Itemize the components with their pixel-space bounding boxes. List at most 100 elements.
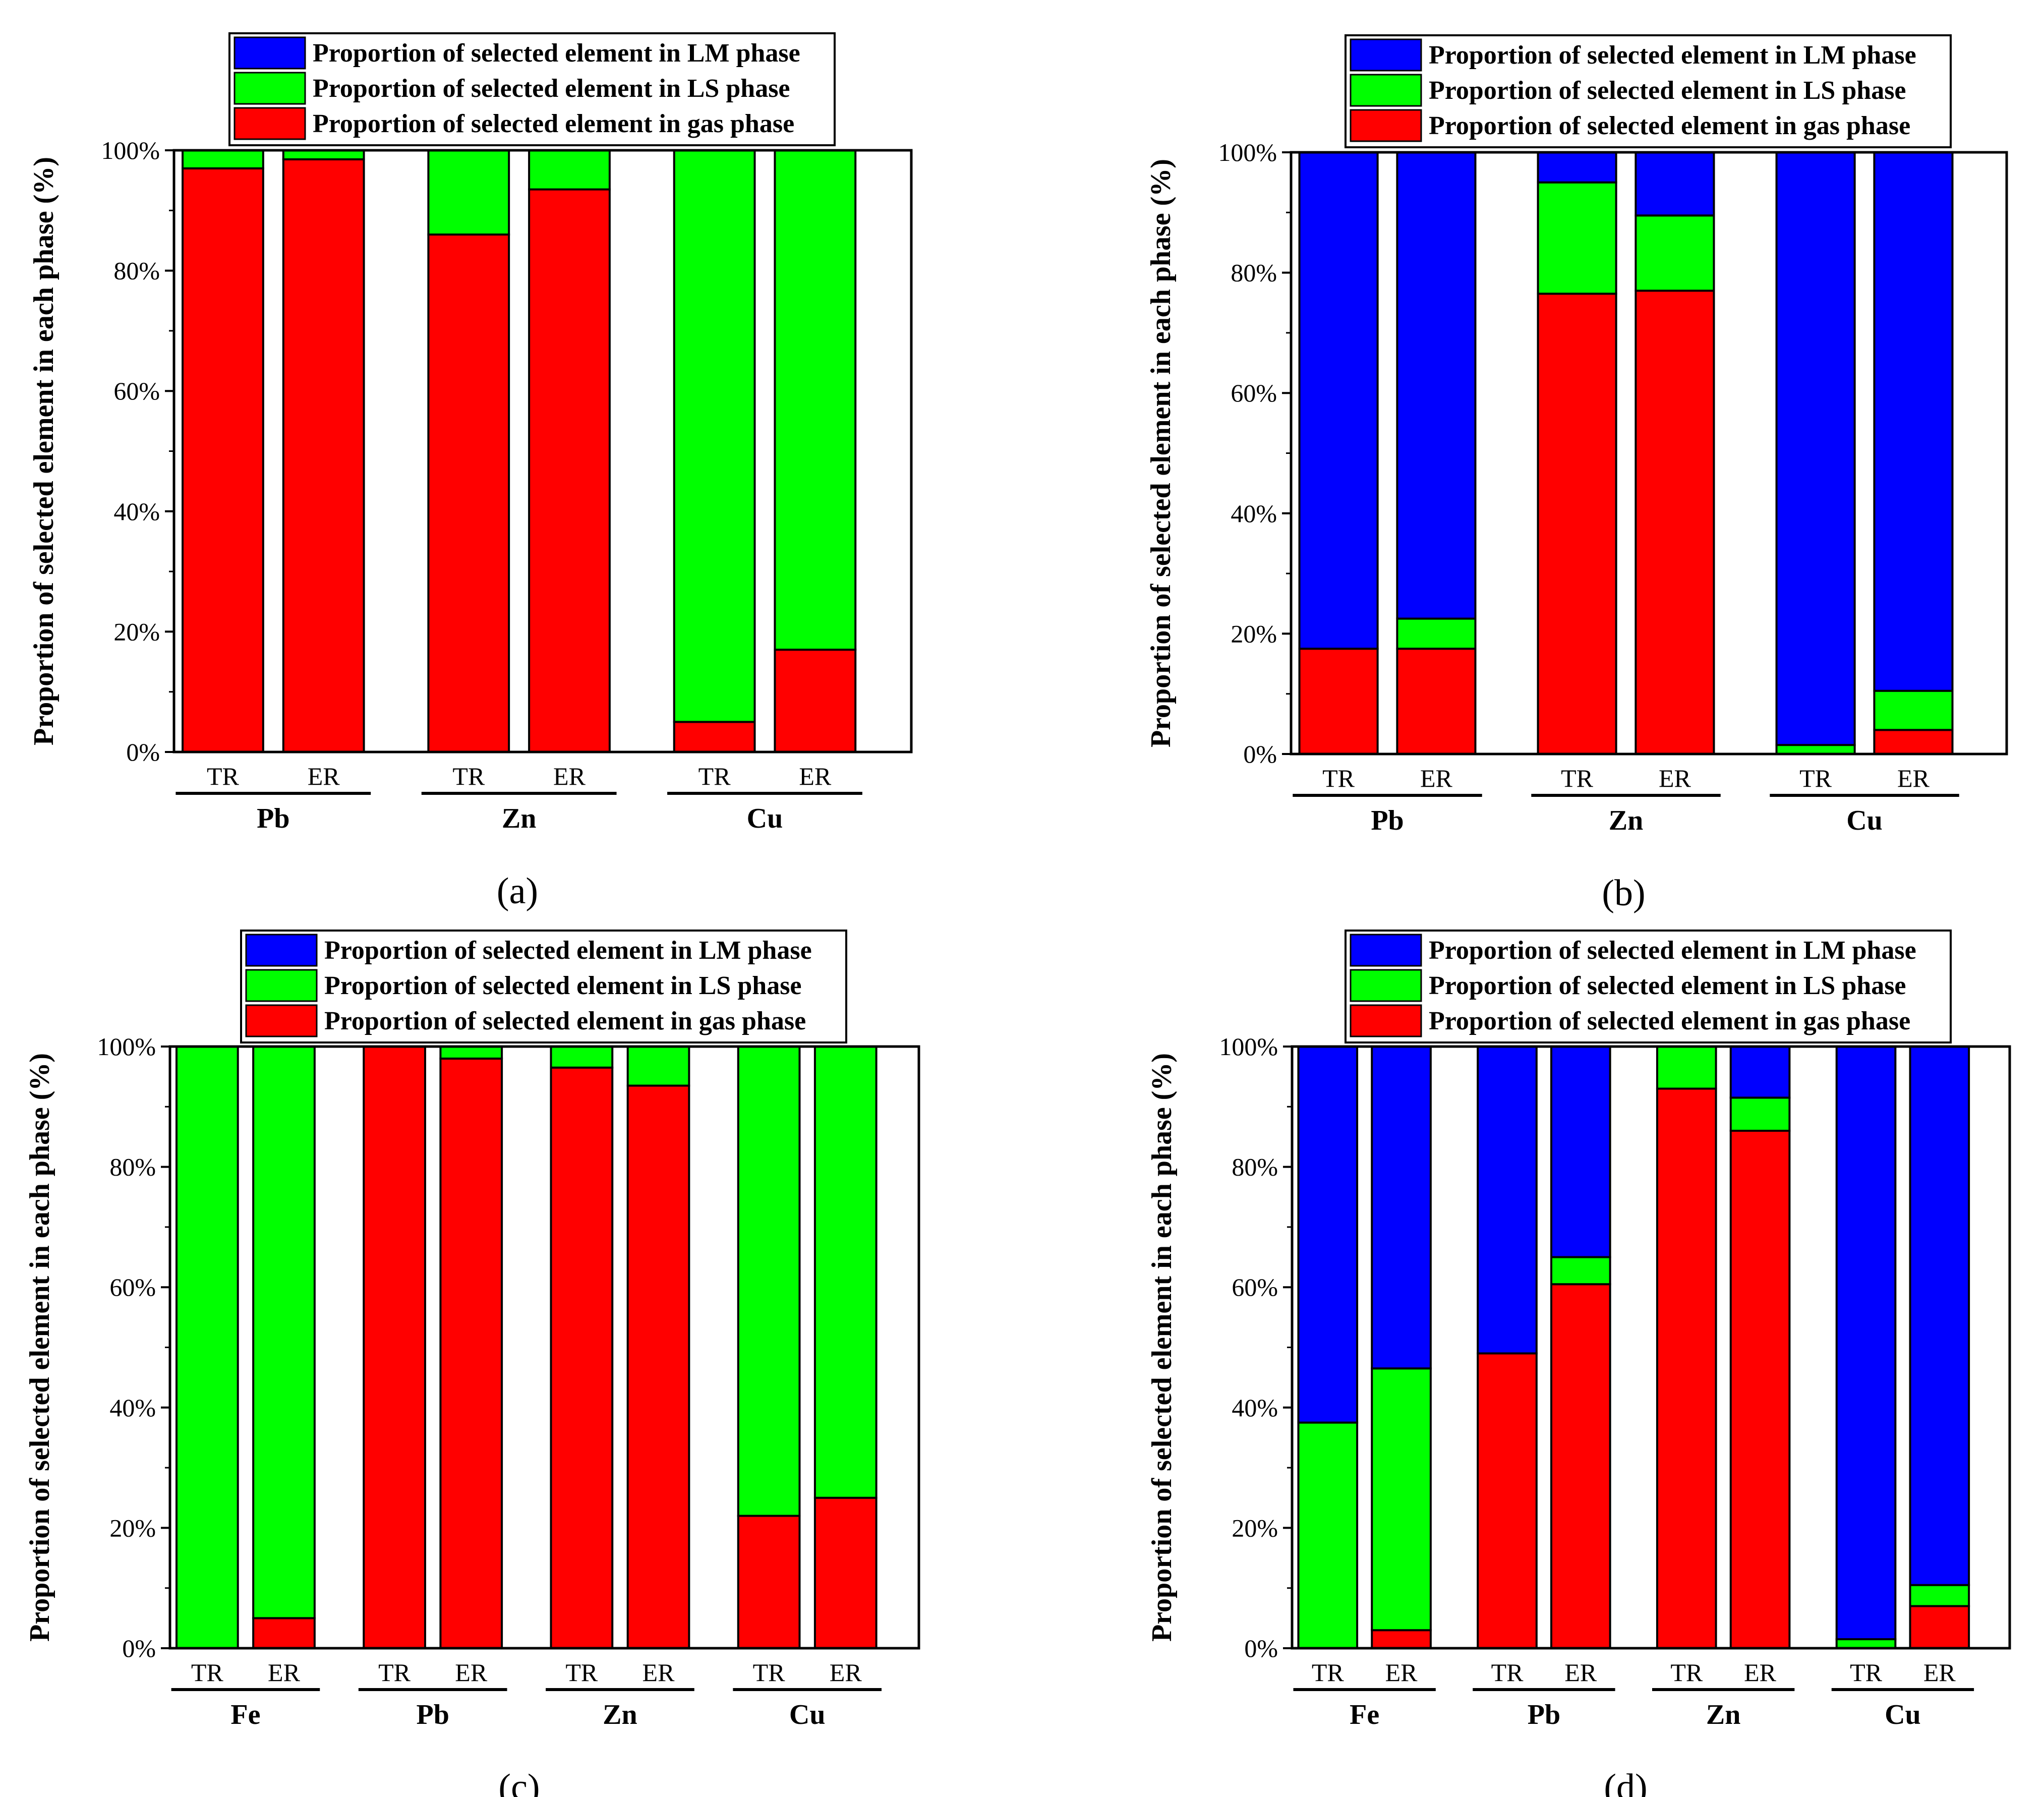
bar-label: ER — [830, 1658, 862, 1687]
bar-label: ER — [268, 1658, 301, 1687]
bar-label: TR — [207, 762, 240, 790]
group-label-cu: Cu — [1846, 805, 1883, 836]
y-axis-label: Proportion of selected element in each p… — [1146, 1053, 1178, 1642]
bar-cu-er-gas — [774, 649, 857, 753]
y-tick-label: 60% — [1231, 379, 1277, 407]
bar-pb-er-ls — [1396, 617, 1477, 650]
y-tick-label: 60% — [109, 1273, 156, 1301]
bar-cu-er-ls — [1909, 1584, 1970, 1607]
bar-zn-er-ls — [528, 149, 611, 191]
bar-fe-tr-lm — [1297, 1046, 1359, 1424]
y-tick-label: 100% — [97, 1032, 156, 1061]
bar-pb-er-ls — [282, 149, 365, 160]
legend-entry-gas: Proportion of selected element in gas ph… — [313, 109, 794, 138]
panel-caption: (b) — [1602, 873, 1645, 914]
bar-cu-tr-ls — [737, 1046, 801, 1517]
bar-label: ER — [1744, 1658, 1777, 1687]
bar-fe-er-gas — [1371, 1629, 1432, 1649]
bar-cu-er-ls — [774, 149, 857, 651]
bar-pb-er-lm — [1396, 151, 1477, 620]
chart-panel-b: TR ER Pb TR ER Zn TR ER Cu 0% 20% 40% 60% 80% 100% Prop… — [1145, 34, 2008, 914]
bar-cu-er-ls — [1873, 689, 1954, 731]
bar-pb-er-gas — [1396, 648, 1477, 755]
bar-fe-er-ls — [252, 1046, 316, 1619]
group-label-pb: Pb — [417, 1699, 449, 1730]
bar-zn-tr-gas — [427, 234, 510, 753]
bar-cu-tr-gas — [673, 721, 756, 753]
bar-label: ER — [1659, 764, 1691, 792]
y-tick-label: 20% — [109, 1514, 156, 1542]
chart-panel-a: TR ER Pb TR ER Zn TR ER Cu 0% 20% 40% 60% 80% 100% Prop… — [28, 32, 913, 912]
group-label-cu: Cu — [1885, 1699, 1921, 1730]
bar-zn-er-lm — [1729, 1046, 1791, 1099]
bar-label: TR — [378, 1658, 411, 1687]
bar-pb-er-ls — [439, 1046, 503, 1060]
group-label-zn: Zn — [1609, 805, 1644, 836]
y-tick-label: 80% — [109, 1153, 156, 1181]
bar-fe-tr-ls — [175, 1046, 239, 1649]
bar-label: TR — [1322, 764, 1355, 792]
bar-pb-tr-gas — [1477, 1352, 1538, 1649]
bar-pb-er-gas — [282, 158, 365, 753]
y-axis-label: Proportion of selected element in each p… — [24, 1053, 55, 1642]
legend-swatch-gas — [245, 1004, 318, 1037]
bar-zn-er-lm — [1634, 151, 1715, 217]
y-tick-label: 80% — [1232, 1153, 1278, 1181]
bar-pb-er-lm — [1550, 1046, 1611, 1258]
bar-label: ER — [1564, 1658, 1597, 1687]
y-tick-label: 0% — [122, 1634, 156, 1662]
bar-zn-tr-ls — [427, 149, 510, 236]
bar-zn-tr-ls — [1537, 181, 1617, 295]
legend-entry-ls: Proportion of selected element in LS pha… — [1429, 76, 1906, 105]
group-label-zn: Zn — [1706, 1699, 1741, 1730]
bar-label: ER — [1897, 764, 1930, 792]
bar-label: TR — [698, 762, 731, 790]
y-axis-label: Proportion of selected element in each p… — [28, 157, 60, 745]
y-tick-label: 40% — [109, 1394, 156, 1422]
bar-zn-tr-gas — [1656, 1087, 1717, 1649]
group-label-fe: Fe — [230, 1699, 260, 1730]
bar-label: TR — [1561, 764, 1594, 792]
bar-zn-tr-gas — [550, 1066, 614, 1649]
bar-label: ER — [799, 762, 832, 790]
y-tick-label: 40% — [1232, 1394, 1278, 1422]
legend-entry-lm: Proportion of selected element in LM pha… — [324, 936, 812, 965]
bar-pb-er-ls — [1550, 1256, 1611, 1286]
bar-label: TR — [1491, 1658, 1524, 1687]
bar-zn-er-gas — [1729, 1130, 1791, 1649]
bar-zn-er-gas — [626, 1084, 690, 1649]
bar-label: ER — [1385, 1658, 1418, 1687]
bar-zn-tr-lm — [1537, 151, 1617, 184]
group-label-pb: Pb — [1528, 1699, 1560, 1730]
bar-cu-tr-ls — [673, 149, 756, 723]
bar-cu-er-gas — [813, 1496, 878, 1649]
y-tick-label: 0% — [1244, 1634, 1278, 1662]
bar-zn-er-ls — [1729, 1096, 1791, 1132]
y-tick-label: 100% — [1219, 1032, 1278, 1061]
legend-entry-ls: Proportion of selected element in LS pha… — [313, 74, 790, 103]
bar-fe-er-gas — [252, 1617, 316, 1650]
y-tick-label: 100% — [101, 136, 160, 164]
bar-label: ER — [1923, 1658, 1956, 1687]
legend-swatch-gas — [1350, 1004, 1422, 1037]
y-tick-label: 100% — [1218, 138, 1277, 166]
group-label-cu: Cu — [747, 803, 783, 834]
bar-label: ER — [455, 1658, 488, 1687]
bar-pb-er-gas — [1550, 1283, 1611, 1650]
bar-pb-tr-ls — [182, 149, 264, 169]
group-label-pb: Pb — [1371, 805, 1404, 836]
bar-zn-er-ls — [626, 1046, 690, 1087]
legend-entry-lm: Proportion of selected element in LM pha… — [313, 39, 800, 68]
y-tick-label: 0% — [126, 738, 160, 766]
bar-cu-tr-gas — [737, 1515, 801, 1650]
legend-swatch-lm — [1350, 934, 1422, 967]
y-tick-label: 80% — [1231, 259, 1277, 287]
bar-cu-er-gas — [1873, 729, 1954, 756]
y-tick-label: 20% — [1231, 619, 1277, 648]
bar-cu-tr-ls — [1775, 744, 1856, 755]
bar-label: TR — [452, 762, 485, 790]
legend-entry-gas: Proportion of selected element in gas ph… — [1429, 1007, 1910, 1035]
